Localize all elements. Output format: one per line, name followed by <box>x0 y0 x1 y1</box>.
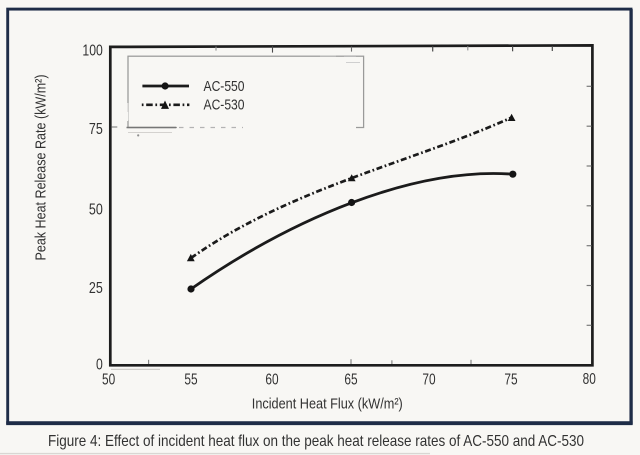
svg-text:60: 60 <box>265 371 278 388</box>
svg-text:Incident Heat Flux (kW/m²): Incident Heat Flux (kW/m²) <box>252 396 403 413</box>
svg-text:Peak Heat Release Rate (kW/m²): Peak Heat Release Rate (kW/m²) <box>33 75 50 261</box>
svg-text:70: 70 <box>422 371 435 388</box>
svg-text:65: 65 <box>344 371 357 388</box>
svg-text:50: 50 <box>89 201 103 218</box>
svg-text:50: 50 <box>102 371 115 388</box>
svg-text:AC-550: AC-550 <box>204 78 245 95</box>
svg-text:100: 100 <box>82 43 103 60</box>
svg-text:80: 80 <box>583 371 596 388</box>
svg-text:AC-530: AC-530 <box>204 96 245 113</box>
svg-text:75: 75 <box>504 371 517 388</box>
svg-text:55: 55 <box>184 371 197 388</box>
svg-text:25: 25 <box>89 280 103 297</box>
svg-text:75: 75 <box>89 121 103 138</box>
svg-text:0: 0 <box>96 356 103 373</box>
svg-text:Figure 4: Effect of incident h: Figure 4: Effect of incident heat flux o… <box>48 433 584 450</box>
